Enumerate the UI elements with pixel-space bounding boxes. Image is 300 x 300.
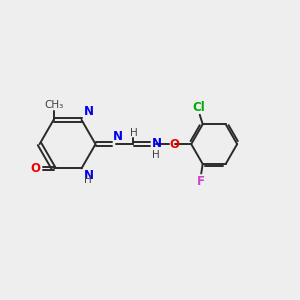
Text: H: H: [84, 175, 92, 185]
Text: O: O: [31, 162, 40, 175]
Text: N: N: [152, 137, 162, 150]
Text: H: H: [152, 150, 160, 160]
Text: CH₃: CH₃: [44, 100, 63, 110]
Text: H: H: [130, 128, 137, 138]
Text: N: N: [112, 130, 123, 143]
Text: N: N: [84, 169, 94, 182]
Text: O: O: [170, 138, 180, 151]
Text: Cl: Cl: [193, 101, 206, 114]
Text: N: N: [84, 105, 94, 119]
Text: F: F: [197, 175, 205, 188]
